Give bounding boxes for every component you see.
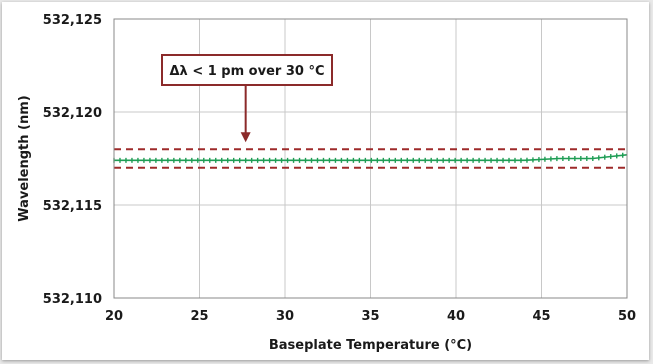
y-tick-labels: 532,110 532,115 532,120 532,125 <box>43 13 102 307</box>
annotation-box <box>161 54 333 86</box>
x-tick-label: 20 <box>105 309 123 324</box>
x-tick-label: 35 <box>361 309 379 324</box>
annotation: Δλ < 1 pm over 30 °C <box>161 54 333 143</box>
y-tick-label: 532,125 <box>43 13 102 28</box>
x-axis-title: Baseplate Temperature (°C) <box>269 338 472 353</box>
x-tick-label: 45 <box>532 309 550 324</box>
series-layer <box>113 152 628 163</box>
y-tick-label: 532,110 <box>43 292 102 307</box>
x-tick-label: 50 <box>618 309 636 324</box>
series-line <box>114 153 628 162</box>
series-markers <box>113 152 624 163</box>
y-tick-label: 532,115 <box>43 199 102 214</box>
x-tick-label: 25 <box>190 309 208 324</box>
annotation-text: Δλ < 1 pm over 30 °C <box>170 64 325 79</box>
y-axis-title: Wavelength (nm) <box>17 95 32 221</box>
plot-area-border <box>113 18 628 299</box>
x-tick-label: 30 <box>276 309 294 324</box>
chart-frame: 20 25 30 35 40 45 50 532,110 532,115 532,120 532,… <box>2 2 649 360</box>
x-tick-labels: 20 25 30 35 40 45 50 <box>105 309 636 324</box>
annotation-arrowhead <box>240 132 251 143</box>
y-tick-label: 532,120 <box>43 106 102 121</box>
wavelength-chart: 20 25 30 35 40 45 50 532,110532,115532,120532,… <box>17 13 636 353</box>
reference-lines <box>114 148 627 169</box>
x-tick-label: 40 <box>447 309 465 324</box>
